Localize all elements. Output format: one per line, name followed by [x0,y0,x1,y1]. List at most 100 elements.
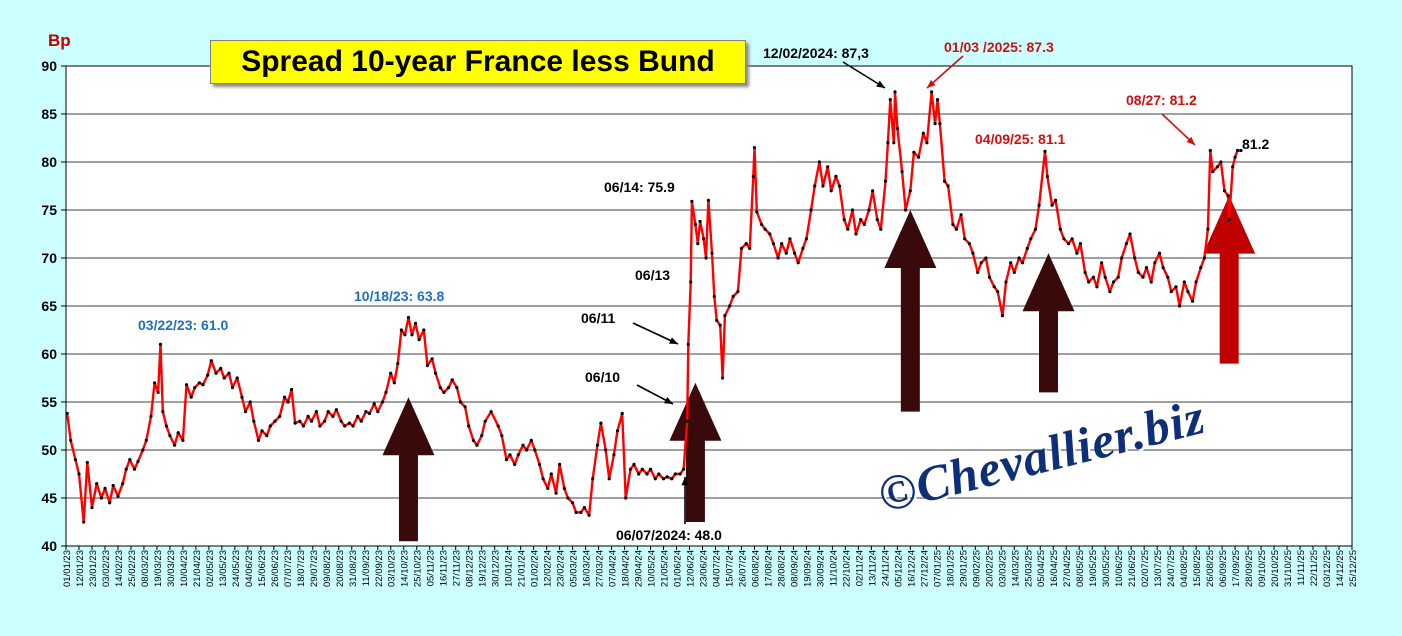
data-point [921,131,925,135]
data-point [788,237,792,241]
x-tick-label: 01/06/24 [673,550,684,587]
data-point [1009,261,1013,265]
data-point [265,434,269,438]
data-point [612,453,616,457]
data-point [984,256,988,260]
annotation-label: 06/14: 75.9 [604,179,675,195]
data-point [230,386,235,390]
data-point [817,160,822,164]
x-tick-label: 04/07/24 [711,550,722,587]
data-point [168,434,172,438]
data-point [77,472,81,476]
data-point [935,98,940,102]
data-point [193,386,197,390]
x-tick-label: 05/12/24 [893,550,904,587]
data-point [549,472,553,476]
annotation-label: 06/13 [635,267,670,283]
x-tick-label: 15/06/23 [257,550,268,587]
data-point [1043,149,1047,153]
data-point [1149,280,1153,284]
data-point [1054,198,1058,202]
data-point [326,410,330,414]
data-point [842,218,846,222]
data-point [1029,237,1033,241]
x-tick-label: 02/07/25 [1140,550,1151,587]
data-point [595,443,600,447]
data-point [392,381,396,385]
data-point [670,477,674,481]
data-point [240,395,244,399]
data-point [562,486,566,490]
x-tick-label: 09/10/25 [1257,550,1268,587]
x-tick-label: 10/01/24 [504,550,515,587]
data-point [971,251,975,255]
data-point [438,386,442,390]
data-point [389,371,393,375]
data-point [334,408,338,412]
x-tick-label: 21/06/25 [1127,550,1138,587]
data-point [682,467,686,471]
data-point [339,419,343,423]
data-point [1166,275,1170,279]
data-point [628,467,633,471]
data-point [1136,270,1140,274]
data-point [290,387,294,392]
data-point [892,141,896,145]
data-point [298,419,302,423]
annotation-label: 03/22/23: 61.0 [138,317,229,333]
data-point [417,338,421,342]
data-point [149,414,153,418]
x-tick-label: 01/01/23 [62,550,73,587]
data-point [1206,227,1210,231]
data-point [723,314,727,318]
data-point [136,459,140,464]
data-point [712,294,716,298]
x-tick-label: 19/03/23 [153,550,164,587]
x-tick-label: 22/11/25 [1309,550,1320,586]
data-point [1157,251,1162,255]
data-point [1227,218,1231,222]
data-point [447,386,451,390]
data-point [1235,148,1240,153]
x-tick-label: 21/01/24 [517,550,528,587]
data-point [1186,290,1190,294]
data-point [406,315,411,320]
data-point [702,237,706,241]
data-point [500,434,504,438]
data-point [566,496,570,500]
y-tick-label: 90 [41,58,57,74]
x-tick-label: 21/04/23 [192,550,203,587]
data-point [1067,242,1071,246]
data-point [739,246,744,250]
annotation-arrowhead [1186,136,1195,145]
data-point [153,381,157,385]
annotation-label: 08/27: 81.2 [1126,92,1197,108]
x-tick-label: 03/03/25 [997,550,1008,587]
data-point [235,376,239,380]
data-point [1231,165,1235,169]
x-tick-label: 22/09/23 [374,550,385,587]
data-point [458,400,462,404]
data-point [850,208,855,212]
x-tick-label: 16/12/24 [906,550,917,587]
x-tick-label: 19/05/25 [1088,550,1099,587]
data-point [1194,280,1198,284]
x-tick-label: 27/03/24 [595,550,606,587]
data-point [521,443,525,447]
data-point [513,462,517,466]
data-point [293,421,297,425]
data-point [256,438,261,442]
data-point [278,414,282,418]
x-tick-label: 05/03/24 [569,550,580,587]
data-point [959,213,963,217]
big-up-arrow [669,382,722,522]
data-point [227,371,231,375]
x-tick-label: 13/11/24 [867,550,878,586]
data-point [558,462,562,466]
data-point [1075,251,1079,255]
data-point [1153,261,1157,265]
data-point [846,227,850,231]
data-point [796,261,800,265]
data-point [718,323,722,327]
